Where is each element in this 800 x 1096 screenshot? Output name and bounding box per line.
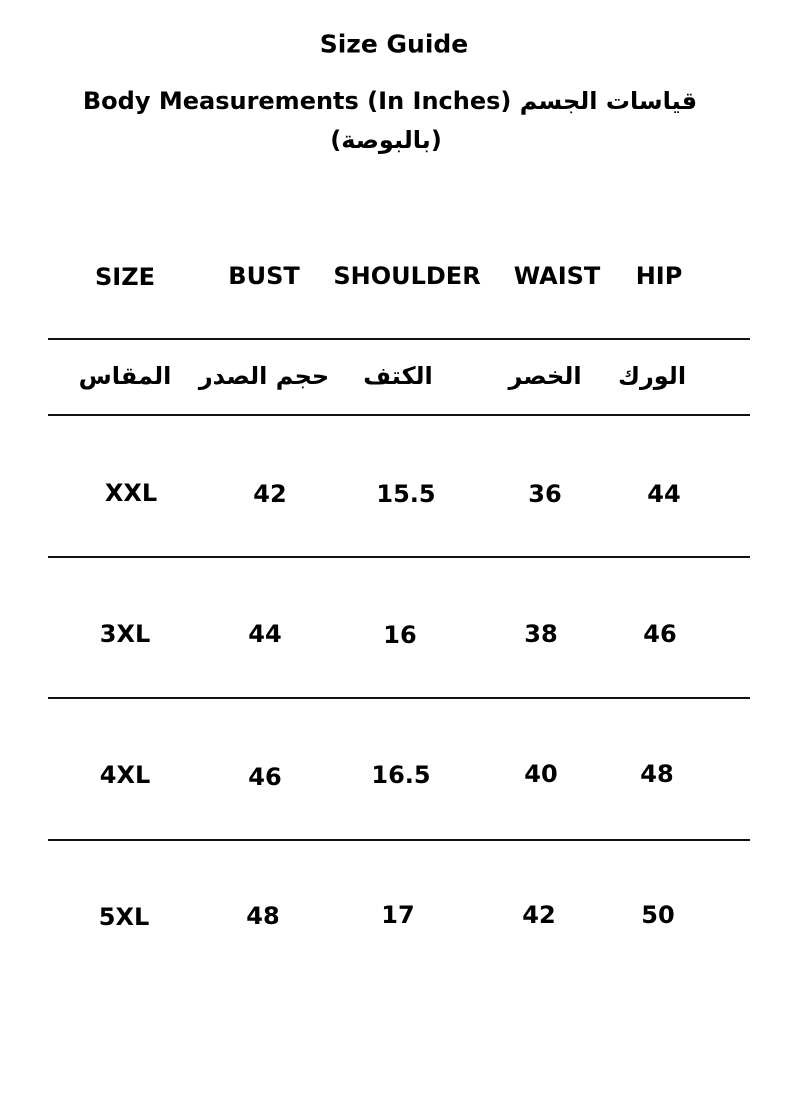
divider [48,839,750,841]
cell-size: 3XL [99,620,151,648]
cell-size: 5XL [98,903,150,931]
cell-shoulder: 15.5 [376,480,436,508]
cell-size: XXL [104,479,158,507]
cell-hip: 48 [640,760,674,788]
header-waist: WAIST [513,262,601,290]
cell-waist: 36 [528,480,562,508]
cell-waist: 38 [524,620,558,648]
page-title: Size Guide [319,29,469,59]
cell-hip: 46 [643,620,677,648]
cell-shoulder: 16 [383,621,417,649]
header-waist-ar: الخصر [508,362,582,390]
header-size: SIZE [94,263,156,291]
cell-bust: 42 [253,480,287,508]
cell-bust: 48 [246,902,280,930]
cell-size: 4XL [99,761,151,789]
divider [48,556,750,558]
header-size-ar: المقاس [78,362,172,390]
header-bust: BUST [228,262,300,290]
cell-shoulder: 16.5 [371,761,431,789]
header-bust-ar: حجم الصدر [198,362,330,390]
divider [48,697,750,699]
cell-waist: 40 [524,760,558,788]
header-shoulder: SHOULDER [333,262,481,290]
cell-shoulder: 17 [381,901,415,929]
subtitle-arabic-unit: (بالبوصة) [330,126,442,154]
divider [48,338,750,340]
cell-waist: 42 [522,901,556,929]
header-shoulder-ar: الكتف [363,362,433,390]
header-hip: HIP [635,262,683,290]
cell-bust: 46 [248,763,282,791]
subtitle: Body Measurements (In Inches) قياسات الج… [82,87,698,115]
cell-hip: 44 [647,480,681,508]
cell-hip: 50 [641,901,675,929]
divider [48,414,750,416]
cell-bust: 44 [248,620,282,648]
header-hip-ar: الورك [617,362,687,390]
